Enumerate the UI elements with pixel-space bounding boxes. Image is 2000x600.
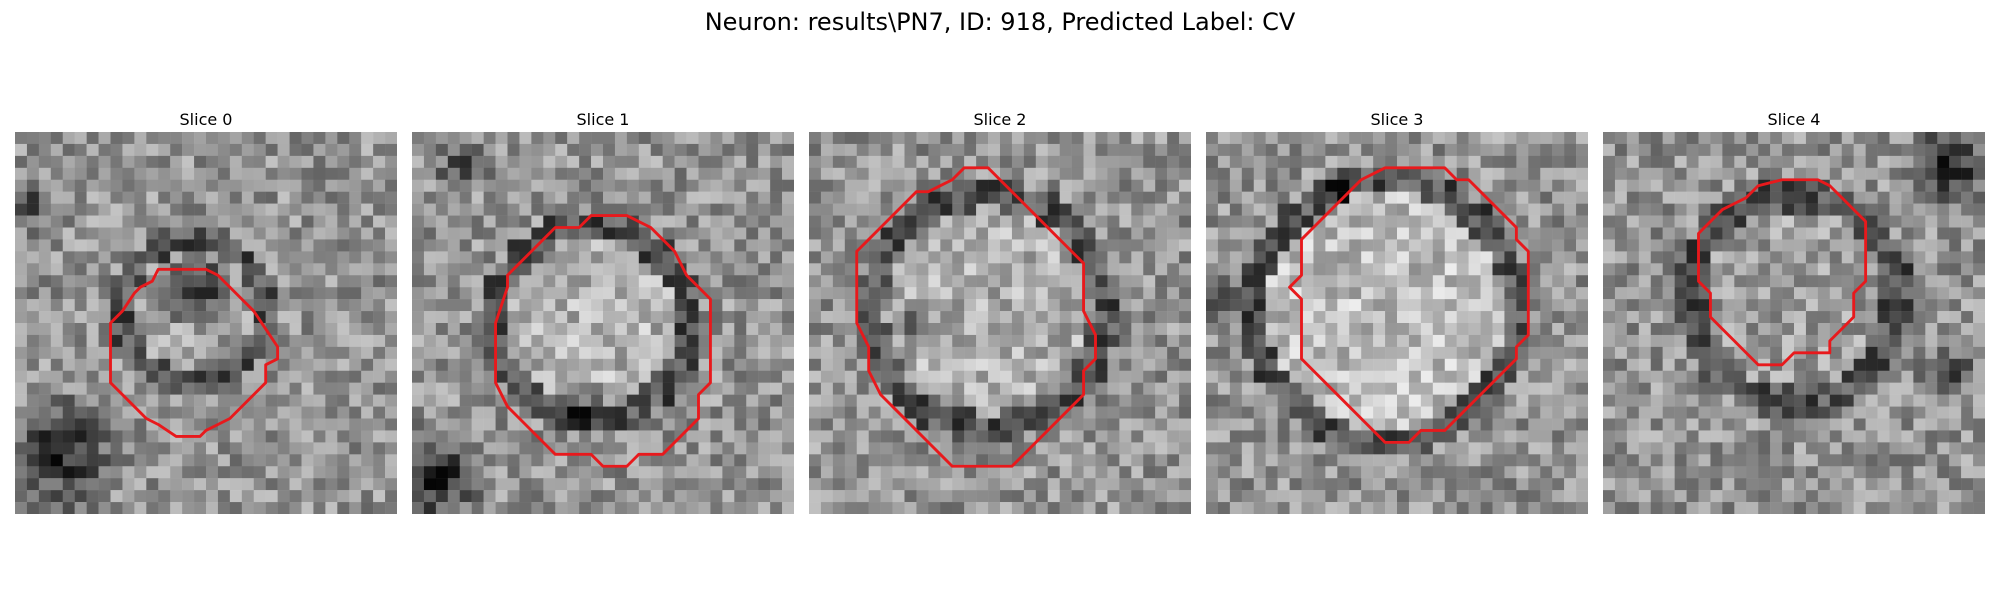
contour-outline-1 xyxy=(494,214,712,468)
contour-outline-3 xyxy=(1288,166,1530,444)
slice-panel-0: Slice 0 xyxy=(15,108,397,514)
slice-image-1 xyxy=(412,132,794,514)
contour-outline-0 xyxy=(109,267,280,438)
slice-title-2: Slice 2 xyxy=(973,110,1027,129)
slice-image-4 xyxy=(1603,132,1985,514)
contour-outline-2 xyxy=(855,166,1097,468)
slice-title-1: Slice 1 xyxy=(576,110,630,129)
slice-title-3: Slice 3 xyxy=(1370,110,1424,129)
slice-panel-4: Slice 4 xyxy=(1603,108,1985,514)
slice-image-2 xyxy=(809,132,1191,514)
slice-image-0 xyxy=(15,132,397,514)
slice-image-3 xyxy=(1206,132,1588,514)
slice-title-4: Slice 4 xyxy=(1767,110,1821,129)
slice-panel-3: Slice 3 xyxy=(1206,108,1588,514)
slice-panel-1: Slice 1 xyxy=(412,108,794,514)
slice-title-0: Slice 0 xyxy=(179,110,233,129)
slice-panel-2: Slice 2 xyxy=(809,108,1191,514)
figure-title: Neuron: results\PN7, ID: 918, Predicted … xyxy=(704,8,1296,36)
contour-outline-4 xyxy=(1697,178,1868,367)
